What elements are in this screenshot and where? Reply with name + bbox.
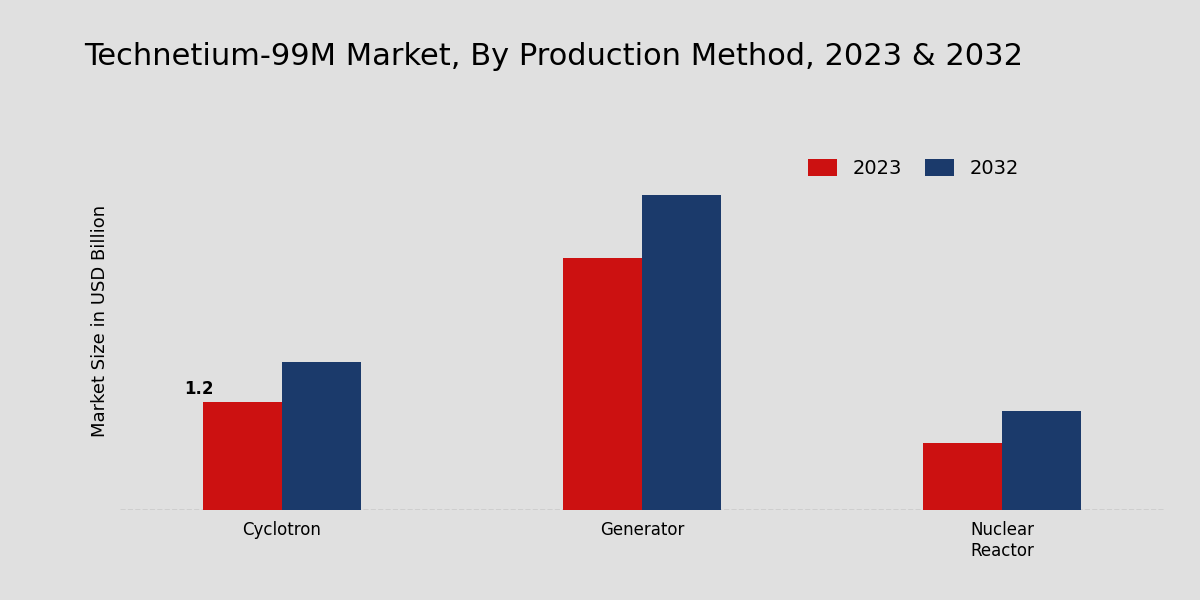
- Bar: [282, 361, 361, 510]
- Bar: [203, 402, 282, 510]
- Y-axis label: Market Size in USD Billion: Market Size in USD Billion: [91, 205, 109, 437]
- Text: Technetium-99M Market, By Production Method, 2023 & 2032: Technetium-99M Market, By Production Met…: [84, 42, 1022, 71]
- Text: 1.2: 1.2: [185, 380, 214, 398]
- Bar: [642, 195, 721, 510]
- Bar: [923, 443, 1002, 510]
- Bar: [1002, 411, 1081, 510]
- Legend: 2023, 2032: 2023, 2032: [798, 149, 1028, 188]
- Bar: [563, 258, 642, 510]
